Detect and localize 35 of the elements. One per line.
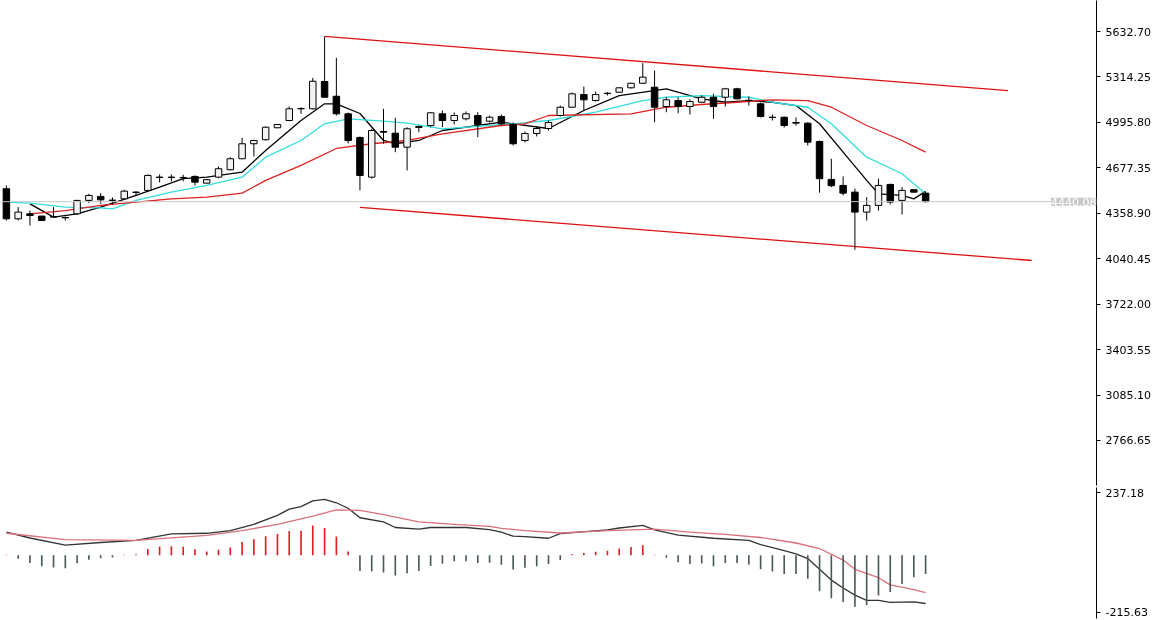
- candlestick: [862, 196, 871, 222]
- candlestick: [26, 210, 34, 227]
- candlestick: [709, 93, 718, 120]
- y-tick-label: 4040.45: [1105, 252, 1151, 266]
- candlestick: [827, 158, 836, 188]
- candlestick: [874, 178, 883, 212]
- line-series: [5, 509, 927, 594]
- y-tick-label: -215.63: [1105, 606, 1148, 620]
- y-tick-label: 4995.80: [1105, 116, 1151, 130]
- candlestick: [839, 175, 847, 196]
- candlestick: [379, 108, 388, 145]
- candlestick: [804, 121, 812, 146]
- y-tick-label: 5314.25: [1105, 70, 1151, 84]
- y-tick-label: 3722.00: [1105, 298, 1151, 312]
- y-tick-label: 3403.55: [1105, 343, 1151, 357]
- candlestick: [403, 126, 411, 171]
- y-tick-label: 4677.35: [1105, 161, 1151, 175]
- candlestick: [250, 139, 258, 157]
- y-tick-label: 4358.90: [1105, 207, 1151, 221]
- candlestick: [320, 35, 329, 99]
- y-tick-label: 237.18: [1105, 486, 1144, 500]
- candlestick: [391, 117, 400, 153]
- line-series: [5, 498, 927, 605]
- candlestick: [415, 125, 423, 133]
- y-tick-label: 2766.65: [1105, 434, 1151, 448]
- candlestick: [132, 190, 140, 196]
- candlestick: [792, 117, 800, 126]
- candlestick: [851, 188, 859, 251]
- candlestick: [639, 62, 647, 85]
- candlestick: [474, 111, 482, 138]
- y-tick-label: 3085.10: [1105, 389, 1151, 403]
- candlestick: [674, 96, 682, 114]
- candlestick: [509, 122, 517, 146]
- y-tick-label: 5632.70: [1105, 25, 1151, 39]
- candlestick: [686, 98, 694, 116]
